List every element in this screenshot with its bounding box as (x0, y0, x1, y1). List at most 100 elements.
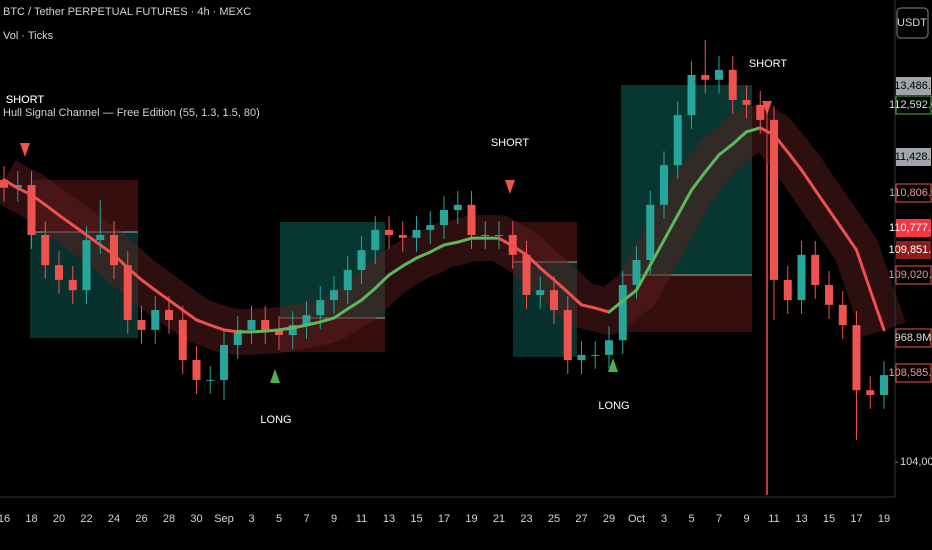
hull-ma-segment (98, 243, 116, 257)
candle-body (866, 390, 875, 395)
hull-ma-segment (360, 286, 377, 302)
hull-ma-segment (16, 186, 33, 197)
x-tick-label: 9 (743, 513, 749, 525)
hull-ma-segment (181, 308, 198, 322)
x-tick-label: 20 (53, 513, 65, 525)
y-tick-label: 104,000.0 (900, 456, 932, 468)
candle-body (756, 104, 765, 120)
candle-body (371, 229, 380, 251)
x-tick-label: 5 (276, 513, 282, 525)
price-tag-label: 112,592.6 (889, 99, 932, 111)
candle-body (110, 235, 118, 266)
x-tick-label: 29 (603, 513, 615, 525)
candle-body (41, 235, 50, 266)
candle-body (673, 115, 682, 166)
hull-ma-segment (676, 188, 693, 217)
hull-ma-segment (43, 203, 61, 217)
hull-ma-segment (745, 126, 762, 134)
candle-body (481, 235, 490, 237)
candle-body (811, 254, 820, 286)
candle-body (880, 375, 888, 395)
candle-body (412, 229, 421, 238)
short-arrow (505, 180, 515, 194)
x-tick-label: 17 (438, 513, 450, 525)
candle-body (192, 360, 201, 380)
hull-ma-segment (305, 320, 322, 327)
candle-body (715, 69, 723, 80)
indicator-legend: Hull Signal Channel — Free Edition (55, … (3, 107, 260, 119)
hull-ma-segment (71, 223, 88, 237)
x-tick-label: Sep (214, 513, 234, 525)
candle-body (742, 100, 751, 105)
candle-body (137, 319, 146, 330)
hull-ma-segment (758, 126, 776, 137)
hull-ma-segment (126, 266, 143, 282)
price-tag-label: 109,020.5 (889, 269, 932, 281)
x-tick-label: 9 (331, 513, 337, 525)
short-arrow (20, 143, 30, 157)
hull-ma-segment (648, 238, 666, 267)
x-tick-label: 19 (465, 513, 477, 525)
hull-ma-segment (813, 188, 831, 212)
candle-body (605, 340, 613, 355)
candle-body (838, 304, 847, 326)
x-tick-label: 15 (410, 513, 422, 525)
currency-label[interactable]: USDT (897, 17, 927, 29)
candle-body (82, 240, 91, 291)
hull-ma-segment (208, 323, 226, 332)
signal-label: LONG (598, 400, 629, 412)
hull-ma-segment (415, 250, 432, 260)
hull-ma-segment (772, 133, 790, 154)
candle-body (563, 310, 572, 361)
hull-ma-segment (786, 150, 803, 172)
signal-label: SHORT (6, 94, 45, 106)
hull-ma-segment (346, 298, 363, 311)
hull-ma-segment (511, 244, 528, 257)
legend: BTC / Tether PERPETUAL FUTURES · 4h · ME… (3, 6, 260, 119)
hull-ma-segment (428, 243, 446, 254)
candle-body (440, 209, 448, 226)
hull-ma-segment (703, 153, 721, 174)
hull-ma-segment (332, 307, 350, 320)
price-tag-label: 110,777.1 (889, 222, 932, 234)
hull-ma-segment (112, 253, 130, 270)
signal-label: SHORT (491, 137, 530, 149)
candle-body (13, 184, 22, 188)
x-tick-label: 27 (575, 513, 587, 525)
x-tick-label: Oct (628, 513, 645, 525)
candle-body (151, 310, 160, 330)
x-tick-label: 25 (548, 513, 560, 525)
price-tags: 113,486.0 112,592.6 111,428.6 110,806.5 110,… (889, 77, 932, 383)
x-tick-label: 11 (768, 513, 779, 525)
candle-body (302, 315, 311, 326)
candle-body (495, 235, 503, 237)
candle-body (852, 325, 861, 391)
long-arrow (608, 358, 618, 372)
hull-ma-segment (868, 288, 886, 332)
candle-body (577, 354, 586, 361)
candle-body (687, 75, 696, 116)
hull-ma-segment (30, 193, 47, 207)
hull-ma-segment (442, 240, 460, 247)
candle-body (453, 204, 462, 210)
signal-label: SHORT (749, 58, 788, 70)
candle-body (220, 344, 228, 380)
hull-ma-segment (85, 233, 102, 247)
candle-body (55, 265, 63, 280)
hull-ma-segment (456, 236, 473, 244)
x-tick-label: 11 (356, 513, 367, 525)
x-tick-label: 17 (850, 513, 862, 525)
price-tag (895, 328, 932, 348)
candle-body (550, 290, 558, 311)
candle-body (536, 290, 545, 295)
currency-button[interactable] (896, 7, 929, 39)
hull-ma-segment (662, 213, 680, 242)
hull-ma-segment (800, 168, 817, 192)
candle-body (233, 329, 242, 345)
candle-body (770, 119, 778, 280)
candle-body (96, 235, 105, 241)
candle-body (357, 250, 366, 270)
hull-ma-segment (841, 228, 858, 252)
long-arrow (270, 369, 280, 383)
